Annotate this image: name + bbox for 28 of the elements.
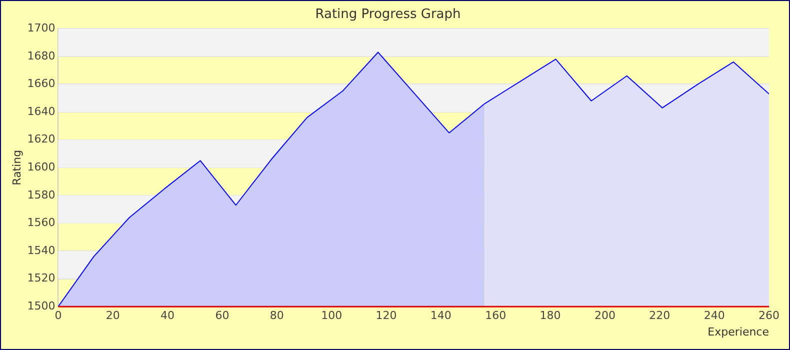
y-tick-label: 1560 [27, 216, 56, 230]
x-tick-label: 140 [430, 309, 452, 322]
y-tick-label: 1680 [27, 49, 56, 62]
x-tick-label: 200 [594, 309, 616, 322]
y-tick-label: 1520 [27, 272, 56, 285]
x-tick-label: 180 [540, 309, 561, 322]
x-tick-label: 40 [160, 309, 175, 322]
y-tick-label: 1500 [27, 299, 56, 312]
y-tick-label: 1640 [27, 104, 56, 118]
y-tick-label: 1700 [27, 21, 56, 34]
y-tick-label: 1660 [27, 77, 56, 90]
chart-title: Rating Progress Graph [315, 7, 461, 22]
x-tick-label: 60 [215, 309, 230, 322]
y-tick-label: 1580 [27, 188, 56, 202]
x-tick-label: 120 [376, 309, 397, 322]
x-tick-label: 220 [649, 309, 670, 322]
y-tick-label: 1600 [27, 160, 56, 174]
x-tick-label: 20 [106, 309, 120, 322]
x-tick-label: 240 [704, 309, 725, 322]
x-tick-label: 260 [758, 309, 780, 322]
y-axis-title: Rating [10, 150, 24, 186]
x-tick-label: 0 [54, 309, 62, 322]
y-tick-label: 1540 [27, 244, 56, 257]
x-tick-label: 80 [270, 309, 284, 322]
x-tick-label: 160 [485, 309, 506, 322]
x-tick-label: 100 [321, 309, 342, 322]
y-tick-label: 1620 [27, 132, 56, 146]
x-axis-title: Experience [708, 325, 770, 338]
